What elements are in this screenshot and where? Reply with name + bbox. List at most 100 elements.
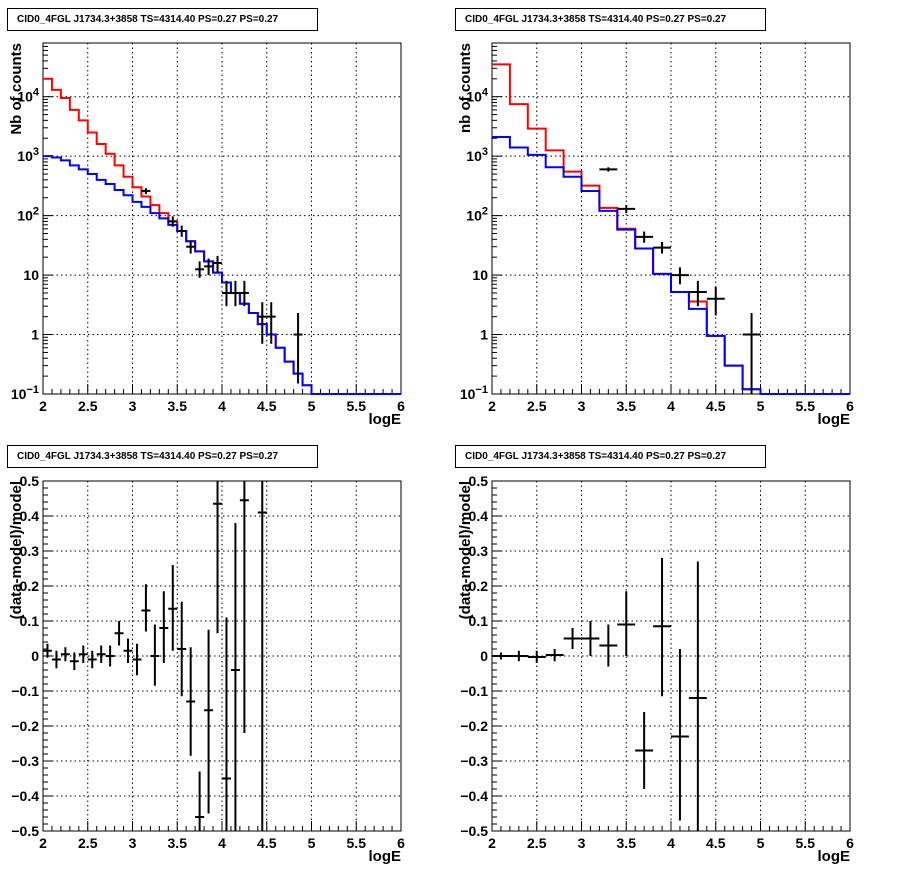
x-tick-label: 4	[218, 835, 226, 851]
y-tick-label: 0.2	[469, 578, 489, 594]
data-point	[599, 624, 618, 667]
panel-2-title: CID0_4FGL J1734.3+3858 TS=4314.40 PS=0.2…	[455, 8, 766, 31]
y-tick-label: 0.5	[20, 473, 40, 489]
data-point	[195, 771, 205, 831]
y-tick-label: −0.2	[11, 718, 39, 734]
y-tick-label: 102	[466, 206, 488, 224]
x-tick-label: 3.5	[617, 398, 637, 414]
x-tick-label: 2.5	[78, 398, 98, 414]
y-tick-label: −0.1	[11, 683, 39, 699]
y-axis-label: nb of counts	[457, 43, 474, 133]
panel-2: 2 2.5 3 3.5 4 4.5 5 5.5 6 10−1 1 10 102 103 104 logE nb …	[457, 42, 854, 428]
x-tick-label: 2	[488, 835, 496, 851]
y-tick-label: 0	[480, 648, 488, 664]
series-1-histogram	[43, 77, 401, 395]
y-tick-label: 104	[466, 87, 489, 105]
x-tick-label: 3.5	[168, 398, 188, 414]
data-point	[257, 302, 267, 344]
data-point	[492, 652, 510, 660]
data-point	[688, 280, 707, 307]
x-tick-label: 6	[846, 398, 854, 414]
series-2-histogram	[492, 135, 850, 395]
x-tick-label: 2.5	[527, 398, 547, 414]
y-axis-label: (data-model)/model	[457, 481, 474, 619]
x-tick-label: 5.5	[347, 398, 367, 414]
data-point	[60, 647, 70, 662]
data-point	[222, 280, 231, 307]
y-tick-label: 0.1	[20, 613, 40, 629]
data-point	[123, 638, 133, 663]
y-tick-label: 0	[31, 648, 39, 664]
y-tick-label: −0.3	[460, 753, 488, 769]
data-point	[141, 188, 151, 195]
y-tick-label: −0.1	[460, 683, 488, 699]
x-tick-label: 3	[129, 835, 137, 851]
y-tick-label: 10	[472, 267, 488, 283]
y-tick-label: 10	[23, 267, 39, 283]
y-axis-label: (data-model)/model	[8, 481, 25, 619]
panel-3: 2 2.5 3 3.5 4 4.5 5 5.5 6 −0.5 −0.4 −0.3 −0.2 −0.1 0 0.…	[8, 473, 405, 865]
panel-4: 2 2.5 3 3.5 4 4.5 5 5.5 6 −0.5 −0.4 −0.3 −0.2 −0.1 0 0.…	[457, 473, 854, 865]
x-tick-label: 6	[397, 835, 405, 851]
x-tick-label: 5.5	[347, 835, 367, 851]
data-point	[96, 645, 106, 663]
x-tick-label: 4.5	[257, 398, 277, 414]
y-tick-label: 10−1	[11, 384, 39, 402]
y-tick-label: −0.5	[11, 823, 39, 839]
x-axis-label: logE	[818, 848, 851, 865]
y-tick-label: 0.3	[20, 543, 40, 559]
x-tick-label: 4.5	[706, 835, 726, 851]
data-point	[688, 561, 707, 831]
data-point	[168, 216, 178, 227]
data-point	[617, 205, 636, 214]
y-tick-label: 103	[466, 146, 488, 164]
y-tick-label: −0.4	[11, 788, 39, 804]
panel-3-title: CID0_4FGL J1734.3+3858 TS=4314.40 PS=0.2…	[7, 445, 318, 468]
y-tick-label: −0.3	[11, 753, 39, 769]
y-axis-label: Nb of counts	[8, 43, 25, 135]
data-point	[266, 302, 276, 344]
x-tick-label: 4	[667, 398, 675, 414]
data-point	[168, 565, 178, 651]
data-point	[653, 558, 671, 697]
y-tick-label: 10−1	[460, 384, 488, 402]
x-tick-label: 3	[129, 398, 137, 414]
x-tick-label: 2.5	[78, 835, 98, 851]
data-point	[150, 624, 160, 686]
data-point	[186, 647, 196, 756]
y-tick-label: −0.2	[460, 718, 488, 734]
data-point	[706, 287, 725, 316]
x-tick-label: 5.5	[796, 835, 816, 851]
data-point	[213, 481, 222, 634]
y-tick-label: 102	[17, 206, 39, 224]
x-tick-label: 5	[308, 398, 316, 414]
y-tick-label: 104	[17, 87, 40, 105]
y-tick-label: 1	[480, 327, 488, 343]
y-tick-label: 0.3	[469, 543, 489, 559]
data-point	[222, 617, 231, 831]
data-point	[213, 255, 222, 273]
x-tick-label: 2	[39, 835, 47, 851]
data-point	[132, 643, 142, 676]
data-point	[87, 650, 97, 669]
data-point	[563, 628, 582, 649]
data-point	[617, 591, 636, 656]
data-point	[635, 231, 654, 243]
y-tick-label: 0.4	[469, 508, 489, 524]
data-point	[239, 481, 249, 733]
data-point	[293, 313, 303, 384]
data-point	[177, 601, 187, 697]
x-tick-label: 4	[667, 835, 675, 851]
x-tick-label: 2	[488, 398, 496, 414]
x-tick-label: 3.5	[168, 835, 188, 851]
x-tick-label: 2	[39, 398, 47, 414]
data-point	[186, 240, 196, 254]
panel-1: 2 2.5 3 3.5 4 4.5 5 5.5 6 10−1 1 10 102 103 104 logE Nb …	[8, 42, 405, 428]
y-tick-label: 0.2	[20, 578, 40, 594]
x-axis-label: logE	[369, 848, 402, 865]
data-point	[195, 261, 205, 278]
x-tick-label: 5	[757, 398, 765, 414]
x-tick-label: 4.5	[706, 398, 726, 414]
data-point	[159, 591, 169, 663]
